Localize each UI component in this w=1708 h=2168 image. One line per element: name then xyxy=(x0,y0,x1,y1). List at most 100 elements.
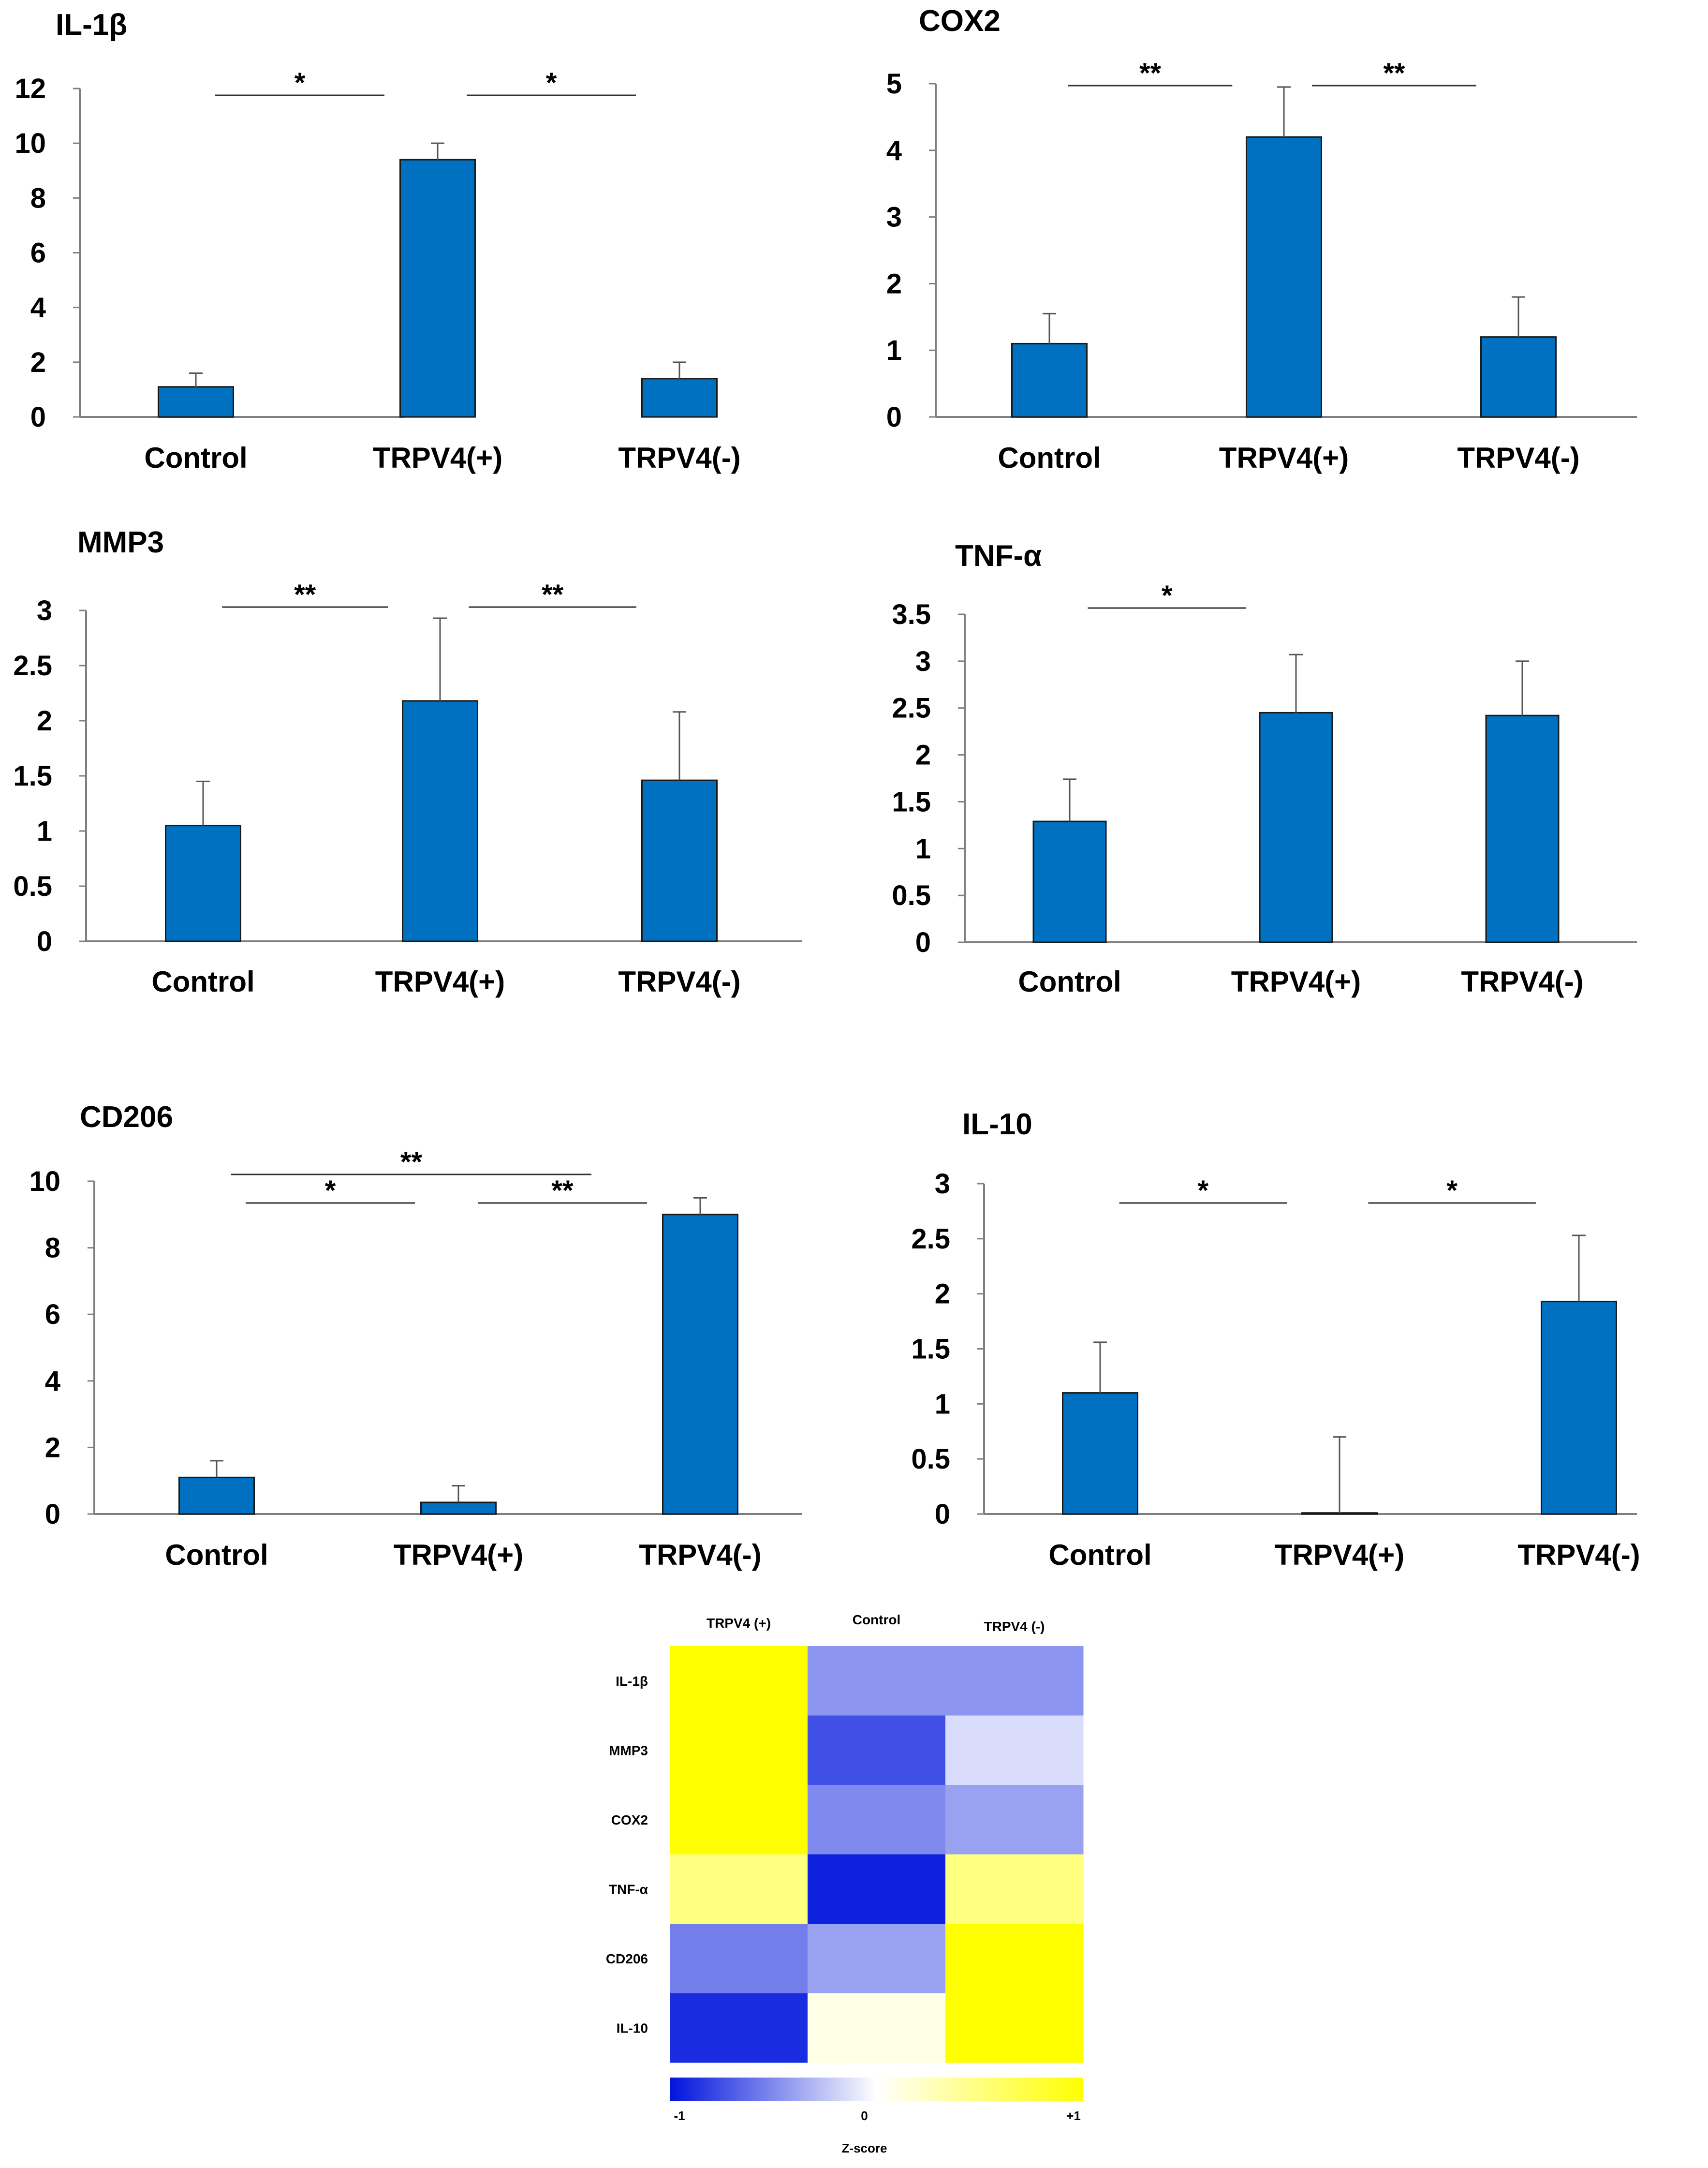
y-tick-label: 6 xyxy=(30,238,46,269)
y-tick-label: 2 xyxy=(45,1432,60,1463)
heatmap-cell xyxy=(670,1924,808,1993)
bar xyxy=(641,378,718,418)
colorbar-mid-label: 0 xyxy=(861,2109,868,2123)
y-tick-label: 1.5 xyxy=(892,786,931,817)
category-label: Control xyxy=(1018,965,1121,998)
chart-title: TNF-α xyxy=(955,539,1042,573)
heatmap-cell xyxy=(808,1715,946,1785)
significance-label: * xyxy=(1162,580,1173,611)
heatmap-column-label: TRPV4 (-) xyxy=(984,1619,1045,1634)
category-label: Control xyxy=(998,442,1101,474)
y-tick-label: 3.5 xyxy=(892,599,931,630)
category-label: TRPV4(+) xyxy=(1275,1539,1404,1571)
heatmap-cell xyxy=(670,1646,808,1716)
y-tick-label: 8 xyxy=(45,1232,60,1264)
y-tick-label: 1 xyxy=(915,833,931,864)
bar xyxy=(1301,1512,1378,1515)
significance-label: ** xyxy=(1383,58,1405,89)
category-label: Control xyxy=(151,965,254,998)
heatmap-row-label: MMP3 xyxy=(609,1743,648,1758)
heatmap-column-label: Control xyxy=(853,1612,901,1627)
heatmap-cell xyxy=(945,1854,1084,1924)
y-tick-label: 4 xyxy=(45,1366,60,1397)
heatmap-cell xyxy=(945,1993,1084,2063)
category-label: Control xyxy=(144,442,247,474)
heatmap-cell xyxy=(808,1785,946,1855)
bar-chart-2: MMP3 0 0.5 1 1.5 2 2.5 3 Control TRPV4(+) TRPV4(-)… xyxy=(13,526,802,998)
category-label: TRPV4(+) xyxy=(1231,965,1361,998)
category-label: TRPV4(+) xyxy=(1219,442,1349,474)
category-label: Control xyxy=(165,1539,268,1571)
bar-chart-3: TNF-α 0 0.5 1 1.5 2 2.5 3 3.5 Control TRPV4(+) TRPV… xyxy=(892,539,1637,998)
bar-chart-1: COX2 0 1 2 3 4 5 Control TRPV4(+) TRPV4(-) ** ** xyxy=(886,4,1637,474)
bar xyxy=(399,159,476,418)
y-tick-label: 1 xyxy=(37,816,52,847)
significance-label: * xyxy=(325,1175,336,1206)
y-tick-label: 8 xyxy=(30,182,46,214)
y-tick-label: 0 xyxy=(37,926,52,957)
chart-title: IL-1β xyxy=(56,8,127,42)
heatmap-cell xyxy=(808,1924,946,1993)
heatmap-cell xyxy=(945,1646,1084,1716)
bar xyxy=(1480,336,1557,418)
y-tick-label: 1.5 xyxy=(911,1334,950,1365)
significance-label: * xyxy=(1446,1175,1458,1206)
heatmap-cell xyxy=(670,1785,808,1855)
significance-label: * xyxy=(1198,1175,1209,1206)
heatmap: TRPV4 (+) Control TRPV4 (-) IL-1β MMP3 COX2 TN… xyxy=(606,1612,1084,2155)
y-tick-label: 0 xyxy=(915,927,931,958)
category-label: TRPV4(-) xyxy=(618,442,740,474)
y-tick-label: 2 xyxy=(30,347,46,378)
chart-title: CD206 xyxy=(80,1100,173,1134)
colorbar-max-label: +1 xyxy=(1066,2109,1081,2123)
heatmap-cell xyxy=(808,1993,946,2063)
y-tick-label: 0 xyxy=(886,401,902,433)
y-tick-label: 2 xyxy=(935,1278,950,1310)
heatmap-row-label: COX2 xyxy=(611,1812,648,1827)
colorbar-min-label: -1 xyxy=(674,2109,685,2123)
y-tick-label: 3 xyxy=(935,1168,950,1200)
significance-label: ** xyxy=(1139,58,1162,89)
y-tick-label: 3 xyxy=(915,646,931,677)
category-label: TRPV4(+) xyxy=(373,442,502,474)
chart-title: COX2 xyxy=(919,4,1001,38)
y-tick-label: 10 xyxy=(29,1166,60,1197)
bar xyxy=(165,825,241,942)
category-label: TRPV4(-) xyxy=(639,1539,761,1571)
y-tick-label: 6 xyxy=(45,1299,60,1330)
bar-chart-5: IL-10 0 0.5 1 1.5 2 2.5 3 Control TRPV4(+) TRPV4(-… xyxy=(911,1108,1640,1571)
category-label: Control xyxy=(1048,1539,1151,1571)
bar xyxy=(1246,136,1322,418)
heatmap-cell xyxy=(945,1785,1084,1855)
significance-label: * xyxy=(546,67,557,99)
y-tick-label: 1 xyxy=(935,1388,950,1420)
heatmap-row-label: IL-1β xyxy=(616,1674,648,1689)
colorbar-title: Z-score xyxy=(842,2141,887,2155)
heatmap-row-label: TNF-α xyxy=(609,1882,648,1897)
category-label: TRPV4(-) xyxy=(1457,442,1579,474)
bar xyxy=(158,386,234,418)
y-tick-label: 0.5 xyxy=(13,871,52,902)
category-label: TRPV4(-) xyxy=(1461,965,1583,998)
bar xyxy=(1541,1301,1617,1515)
heatmap-cell xyxy=(808,1646,946,1716)
significance-label: ** xyxy=(542,579,564,610)
significance-label: * xyxy=(294,67,306,99)
category-label: TRPV4(-) xyxy=(618,965,740,998)
chart-title: IL-10 xyxy=(962,1108,1032,1141)
y-tick-label: 2 xyxy=(886,268,902,299)
bar xyxy=(420,1501,497,1515)
y-tick-label: 0.5 xyxy=(892,880,931,911)
bar xyxy=(1011,342,1088,418)
y-tick-label: 4 xyxy=(30,292,46,324)
y-tick-label: 5 xyxy=(886,68,902,100)
y-tick-label: 0 xyxy=(45,1499,60,1530)
bar-chart-0: IL-1β 0 2 4 6 8 10 12 Control TRPV4(+) TRPV4(-) * * xyxy=(15,8,740,474)
y-tick-label: 3 xyxy=(37,595,52,626)
y-tick-label: 1 xyxy=(886,335,902,366)
heatmap-column-label: TRPV4 (+) xyxy=(707,1616,771,1631)
category-label: TRPV4(+) xyxy=(375,965,505,998)
y-tick-label: 1.5 xyxy=(13,760,52,792)
category-label: TRPV4(-) xyxy=(1517,1539,1640,1571)
